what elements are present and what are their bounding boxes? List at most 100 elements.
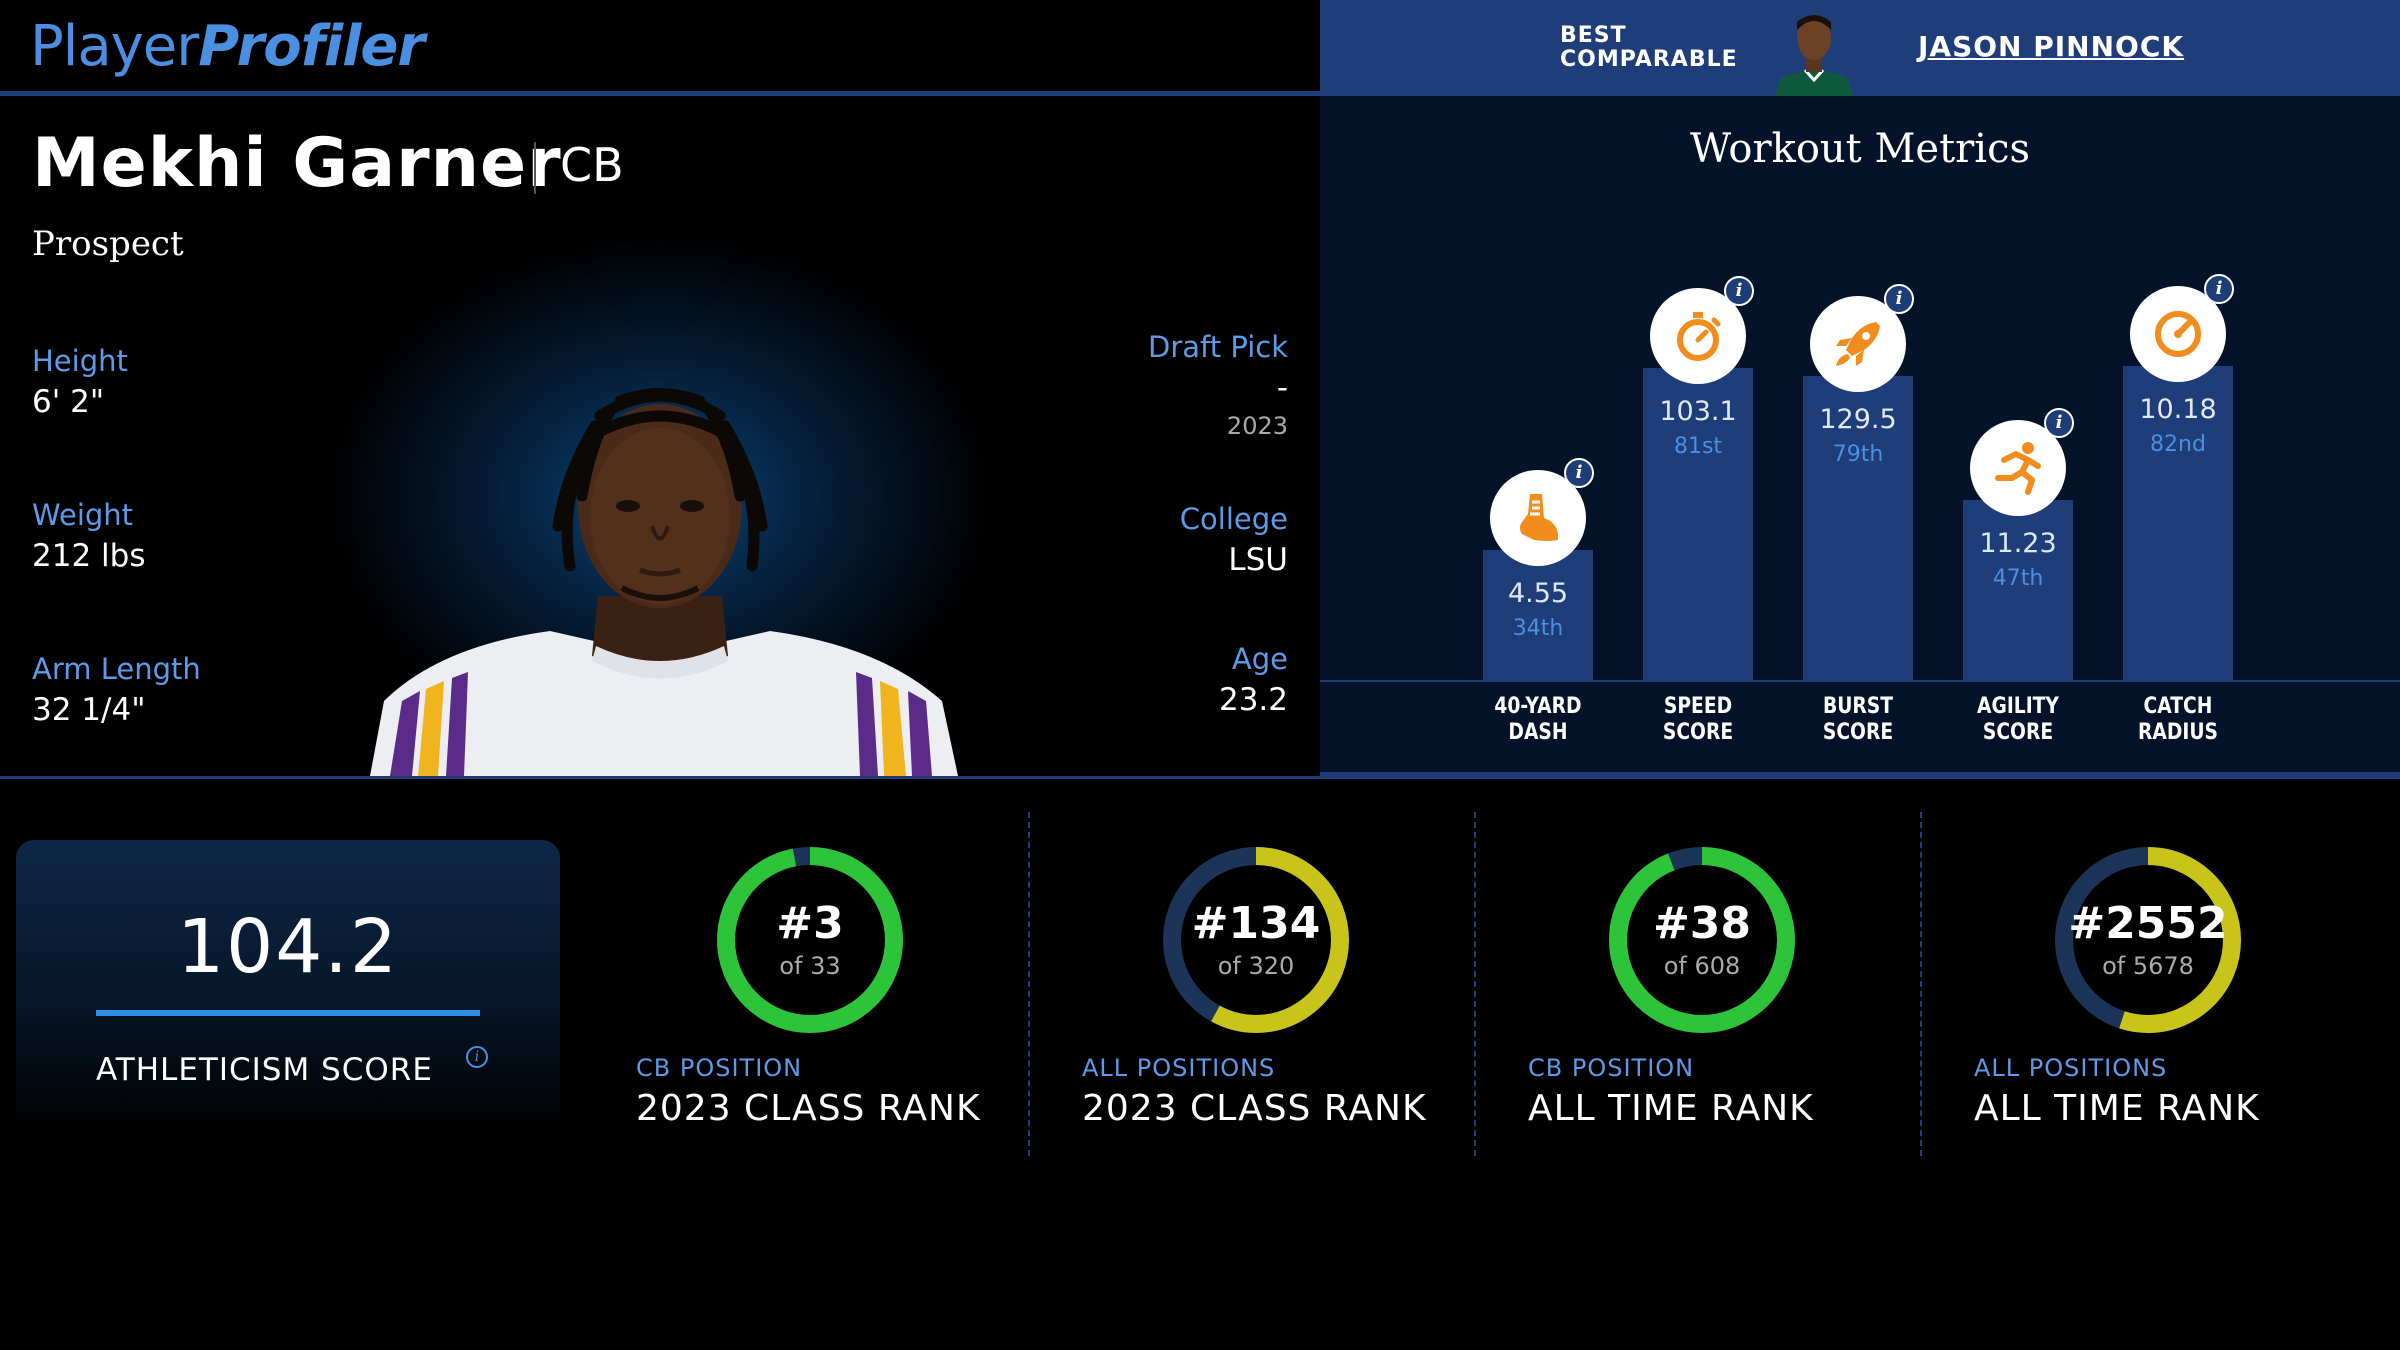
best-comparable-banner: BEST COMPARABLE JASON PINNOCK <box>1320 0 2400 96</box>
metric-label-line2: RADIUS <box>2137 720 2219 745</box>
comparable-player-link[interactable]: JASON PINNOCK <box>1918 30 2185 63</box>
rank-ring-fill <box>1163 847 1349 1033</box>
metric-label: AGILITY SCORE <box>1959 694 2078 746</box>
metric-label-line2: DASH <box>1508 720 1568 745</box>
metric-label: CATCH RADIUS <box>2119 694 2238 746</box>
player-profile-panel: Mekhi Garner CB Prospect Height 6' 2" We… <box>0 96 1320 776</box>
metric-value: 11.23 <box>1979 528 2057 559</box>
metric-value: 4.55 <box>1507 578 1569 609</box>
rank-number: #134 <box>1191 898 1321 949</box>
player-status: Prospect <box>32 224 184 264</box>
age-stat: Age 23.2 <box>1219 642 1288 718</box>
rank-title: ALL TIME RANK <box>1528 1088 1814 1129</box>
brand-logo-part1: Player <box>30 14 199 79</box>
arm-length-stat: Arm Length 32 1/4" <box>32 652 201 728</box>
comparable-avatar <box>1775 8 1853 96</box>
rank-scope: ALL POSITIONS <box>1082 1054 1276 1082</box>
brand-logo-part2: Profiler <box>198 14 425 79</box>
metric-percentile: 79th <box>1832 442 1884 467</box>
college-stat: College LSU <box>1180 502 1288 578</box>
player-name: Mekhi Garner <box>32 124 562 203</box>
metric-bar <box>1483 550 1593 680</box>
chart-baseline <box>1320 680 2400 682</box>
name-divider <box>534 142 536 194</box>
player-photo <box>360 356 960 776</box>
metric-bar <box>2123 366 2233 680</box>
rank-ring-fill <box>2055 847 2241 1033</box>
best-comparable-label-line1: BEST <box>1560 23 1627 48</box>
rank-card: #38 of 608 CB POSITION ALL TIME RANK <box>1528 840 1948 1140</box>
rank-scope: CB POSITION <box>636 1054 803 1082</box>
workout-metrics-panel: Workout Metrics i 4.55 34th 40-YARD DASH i 103… <box>1320 96 2400 776</box>
metric-bar <box>1803 376 1913 680</box>
metric-label-line2: SCORE <box>1982 720 2054 745</box>
rank-title: 2023 CLASS RANK <box>636 1088 981 1129</box>
rank-title: ALL TIME RANK <box>1974 1088 2260 1129</box>
rank-scope: CB POSITION <box>1528 1054 1695 1082</box>
metric-label-line1: SPEED <box>1663 694 1733 719</box>
athleticism-score-value: 104.2 <box>177 904 399 990</box>
top-bar: PlayerProfiler <box>0 0 1320 96</box>
metric-label-line2: SCORE <box>1822 720 1894 745</box>
draft-pick-stat: Draft Pick - 2023 <box>1148 330 1288 440</box>
metric-label-line1: BURST <box>1822 694 1894 719</box>
rank-ring <box>1163 847 1349 1033</box>
metric-label-line1: 40-YARD <box>1494 694 1582 719</box>
info-icon[interactable]: i <box>1884 284 1914 314</box>
draft-year-value: 2023 <box>1226 412 1288 440</box>
age-label: Age <box>1231 642 1288 676</box>
athleticism-score-bar <box>96 1010 480 1016</box>
draft-pick-value: - <box>1276 370 1288 406</box>
weight-label: Weight <box>32 498 134 532</box>
metric-percentile: 81st <box>1673 434 1723 459</box>
athleticism-score-card: 104.2 ATHLETICISM SCORE i <box>16 840 560 1130</box>
college-value: LSU <box>1228 542 1288 578</box>
brand-logo[interactable]: PlayerProfiler <box>30 12 425 82</box>
info-icon[interactable]: i <box>2044 408 2074 438</box>
rank-ring-fill <box>1609 847 1795 1033</box>
rank-total: of 33 <box>779 952 841 980</box>
rank-number: #2552 <box>2068 898 2228 949</box>
stopwatch-icon <box>1650 288 1746 384</box>
info-icon[interactable]: i <box>2204 274 2234 304</box>
rank-total: of 5678 <box>2102 952 2194 980</box>
rank-ring <box>2055 847 2241 1033</box>
height-value: 6' 2" <box>32 384 105 420</box>
rank-card: #3 of 33 CB POSITION 2023 CLASS RANK <box>636 840 1056 1140</box>
age-value: 23.2 <box>1218 682 1288 718</box>
rocket-icon <box>1810 296 1906 392</box>
rank-number: #3 <box>776 898 844 949</box>
rank-card: #134 of 320 ALL POSITIONS 2023 CLASS RANK <box>1082 840 1502 1140</box>
section-divider <box>0 776 2400 779</box>
height-stat: Height 6' 2" <box>32 344 128 420</box>
metric-value: 103.1 <box>1659 396 1737 427</box>
best-comparable-label-line2: COMPARABLE <box>1560 47 1738 72</box>
shoe-icon <box>1490 470 1586 566</box>
weight-stat: Weight 212 lbs <box>32 498 145 574</box>
rank-ring <box>1609 847 1795 1033</box>
metric-label-line1: CATCH <box>2143 694 2213 719</box>
workout-metrics-title: Workout Metrics <box>1689 126 2031 172</box>
height-label: Height <box>32 344 128 378</box>
target-icon <box>2130 286 2226 382</box>
info-icon[interactable]: i <box>1564 458 1594 488</box>
draft-pick-label: Draft Pick <box>1148 330 1288 364</box>
rank-scope: ALL POSITIONS <box>1974 1054 2168 1082</box>
metric-label-line2: SCORE <box>1662 720 1734 745</box>
arm-length-label: Arm Length <box>32 652 201 686</box>
rank-divider <box>1028 812 1030 1156</box>
metric-percentile: 34th <box>1512 616 1564 641</box>
rank-number: #38 <box>1652 898 1752 949</box>
metric-value: 129.5 <box>1819 404 1897 435</box>
metric-label: 40-YARD DASH <box>1479 694 1598 746</box>
player-position: CB <box>560 138 624 192</box>
metric-percentile: 82nd <box>2150 432 2206 457</box>
athleticism-score-label: ATHLETICISM SCORE <box>96 1052 433 1088</box>
runner-icon <box>1970 420 2066 516</box>
metric-value: 10.18 <box>2139 394 2217 425</box>
metric-bar <box>1963 500 2073 680</box>
info-icon[interactable]: i <box>1724 276 1754 306</box>
info-icon[interactable]: i <box>466 1046 488 1068</box>
metric-bar <box>1643 368 1753 680</box>
college-label: College <box>1179 502 1288 536</box>
